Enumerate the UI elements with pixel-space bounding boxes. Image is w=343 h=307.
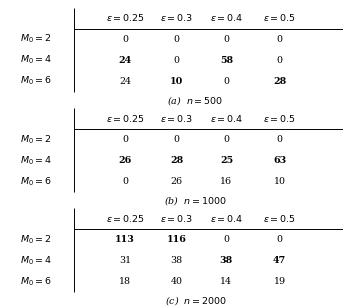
Text: 40: 40 — [171, 277, 182, 286]
Text: $\epsilon = 0.5$: $\epsilon = 0.5$ — [263, 113, 296, 124]
Text: $\epsilon = 0.25$: $\epsilon = 0.25$ — [106, 213, 144, 224]
Text: $\epsilon = 0.3$: $\epsilon = 0.3$ — [160, 213, 193, 224]
Text: 26: 26 — [170, 177, 183, 186]
Text: 58: 58 — [220, 56, 233, 64]
Text: (a)  $n = 500$: (a) $n = 500$ — [167, 94, 224, 107]
Text: 0: 0 — [276, 56, 283, 64]
Text: 16: 16 — [220, 177, 233, 186]
Text: $M_0 = 6$: $M_0 = 6$ — [20, 175, 52, 188]
Text: $M_0 = 2$: $M_0 = 2$ — [20, 133, 52, 146]
Text: 18: 18 — [119, 277, 131, 286]
Text: 10: 10 — [274, 177, 285, 186]
Text: 26: 26 — [119, 156, 132, 165]
Text: (c)  $n = 2000$: (c) $n = 2000$ — [165, 294, 226, 307]
Text: 0: 0 — [223, 235, 229, 244]
Text: 0: 0 — [223, 35, 229, 44]
Text: 10: 10 — [170, 77, 183, 86]
Text: (b)  $n = 1000$: (b) $n = 1000$ — [164, 194, 227, 207]
Text: $M_0 = 2$: $M_0 = 2$ — [20, 33, 52, 45]
Text: $\epsilon = 0.4$: $\epsilon = 0.4$ — [210, 213, 243, 224]
Text: 0: 0 — [223, 77, 229, 86]
Text: 14: 14 — [221, 277, 232, 286]
Text: 0: 0 — [276, 235, 283, 244]
Text: 0: 0 — [223, 135, 229, 144]
Text: 0: 0 — [122, 177, 128, 186]
Text: $M_0 = 6$: $M_0 = 6$ — [20, 75, 52, 87]
Text: 0: 0 — [122, 135, 128, 144]
Text: 19: 19 — [273, 277, 286, 286]
Text: $M_0 = 4$: $M_0 = 4$ — [20, 154, 52, 167]
Text: $\epsilon = 0.25$: $\epsilon = 0.25$ — [106, 12, 144, 23]
Text: $\epsilon = 0.5$: $\epsilon = 0.5$ — [263, 12, 296, 23]
Text: 0: 0 — [174, 35, 180, 44]
Text: $\epsilon = 0.4$: $\epsilon = 0.4$ — [210, 113, 243, 124]
Text: $M_0 = 2$: $M_0 = 2$ — [20, 233, 52, 246]
Text: $M_0 = 4$: $M_0 = 4$ — [20, 254, 52, 267]
Text: 28: 28 — [273, 77, 286, 86]
Text: 0: 0 — [122, 35, 128, 44]
Text: $M_0 = 4$: $M_0 = 4$ — [20, 54, 52, 66]
Text: 113: 113 — [115, 235, 135, 244]
Text: 47: 47 — [273, 256, 286, 265]
Text: 116: 116 — [167, 235, 187, 244]
Text: 24: 24 — [119, 56, 132, 64]
Text: 25: 25 — [220, 156, 233, 165]
Text: $\epsilon = 0.3$: $\epsilon = 0.3$ — [160, 12, 193, 23]
Text: 0: 0 — [276, 35, 283, 44]
Text: 24: 24 — [119, 77, 131, 86]
Text: 0: 0 — [276, 135, 283, 144]
Text: $\epsilon = 0.3$: $\epsilon = 0.3$ — [160, 113, 193, 124]
Text: 38: 38 — [170, 256, 183, 265]
Text: 0: 0 — [174, 135, 180, 144]
Text: $\epsilon = 0.4$: $\epsilon = 0.4$ — [210, 12, 243, 23]
Text: $M_0 = 6$: $M_0 = 6$ — [20, 275, 52, 288]
Text: 31: 31 — [119, 256, 131, 265]
Text: 38: 38 — [220, 256, 233, 265]
Text: 63: 63 — [273, 156, 286, 165]
Text: $\epsilon = 0.25$: $\epsilon = 0.25$ — [106, 113, 144, 124]
Text: $\epsilon = 0.5$: $\epsilon = 0.5$ — [263, 213, 296, 224]
Text: 0: 0 — [174, 56, 180, 64]
Text: 28: 28 — [170, 156, 183, 165]
